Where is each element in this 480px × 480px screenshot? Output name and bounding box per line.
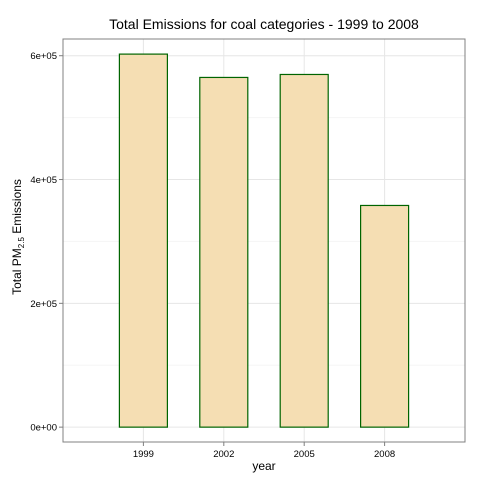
chart-title: Total Emissions for coal categories - 19… xyxy=(109,16,419,32)
x-tick-label: 2005 xyxy=(294,449,315,460)
bar-2005 xyxy=(279,73,329,428)
bar-2002 xyxy=(199,76,249,428)
y-axis-title-suffix: Emissions xyxy=(10,179,24,237)
y-axis: 0e+00 2e+05 4e+05 6e+05 xyxy=(30,51,63,434)
bar-2008 xyxy=(360,204,410,428)
y-axis-title: Total PM2.5 Emissions xyxy=(10,179,26,295)
panel-border xyxy=(62,38,466,443)
y-tick-label: 6e+05 xyxy=(30,51,57,62)
y-axis-title-subscript: 2.5 xyxy=(17,237,26,249)
x-axis: 1999 2002 2005 2008 xyxy=(133,442,395,460)
y-tick-label: 0e+00 xyxy=(30,423,57,434)
y-tick-label: 2e+05 xyxy=(30,299,57,310)
y-axis-title-prefix: Total PM xyxy=(10,248,24,295)
y-tick-label: 4e+05 xyxy=(30,175,57,186)
x-axis-title: year xyxy=(252,459,275,473)
bar-1999 xyxy=(118,53,169,428)
x-tick-label: 2008 xyxy=(374,449,395,460)
x-tick-label: 1999 xyxy=(133,449,154,460)
bars xyxy=(118,53,410,428)
x-tick-label: 2002 xyxy=(213,449,234,460)
